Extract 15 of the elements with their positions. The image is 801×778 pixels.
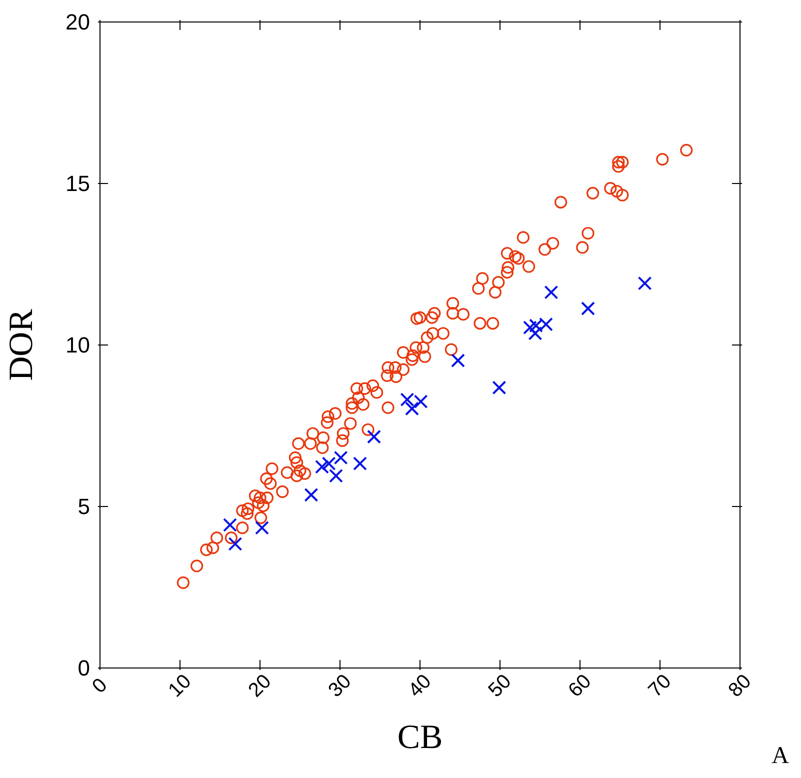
x-tick-label: 60 xyxy=(564,670,596,702)
y-axis-title: DOR xyxy=(3,308,40,381)
y-tick-label: 5 xyxy=(78,494,90,519)
x-tick-label: 50 xyxy=(484,670,516,702)
x-tick-label: 10 xyxy=(164,670,196,702)
y-tick-label: 20 xyxy=(66,10,90,34)
y-tick-label: 15 xyxy=(66,171,90,196)
y-tick-label: 10 xyxy=(66,332,90,358)
x-tick-label: 20 xyxy=(244,670,276,702)
x-tick-label: 70 xyxy=(644,670,676,702)
x-axis-title: CB xyxy=(397,719,443,756)
x-tick-label: 40 xyxy=(404,670,436,702)
x-tick-label: 30 xyxy=(324,670,356,702)
x-tick-label: 80 xyxy=(724,670,756,702)
text: A xyxy=(772,743,789,770)
